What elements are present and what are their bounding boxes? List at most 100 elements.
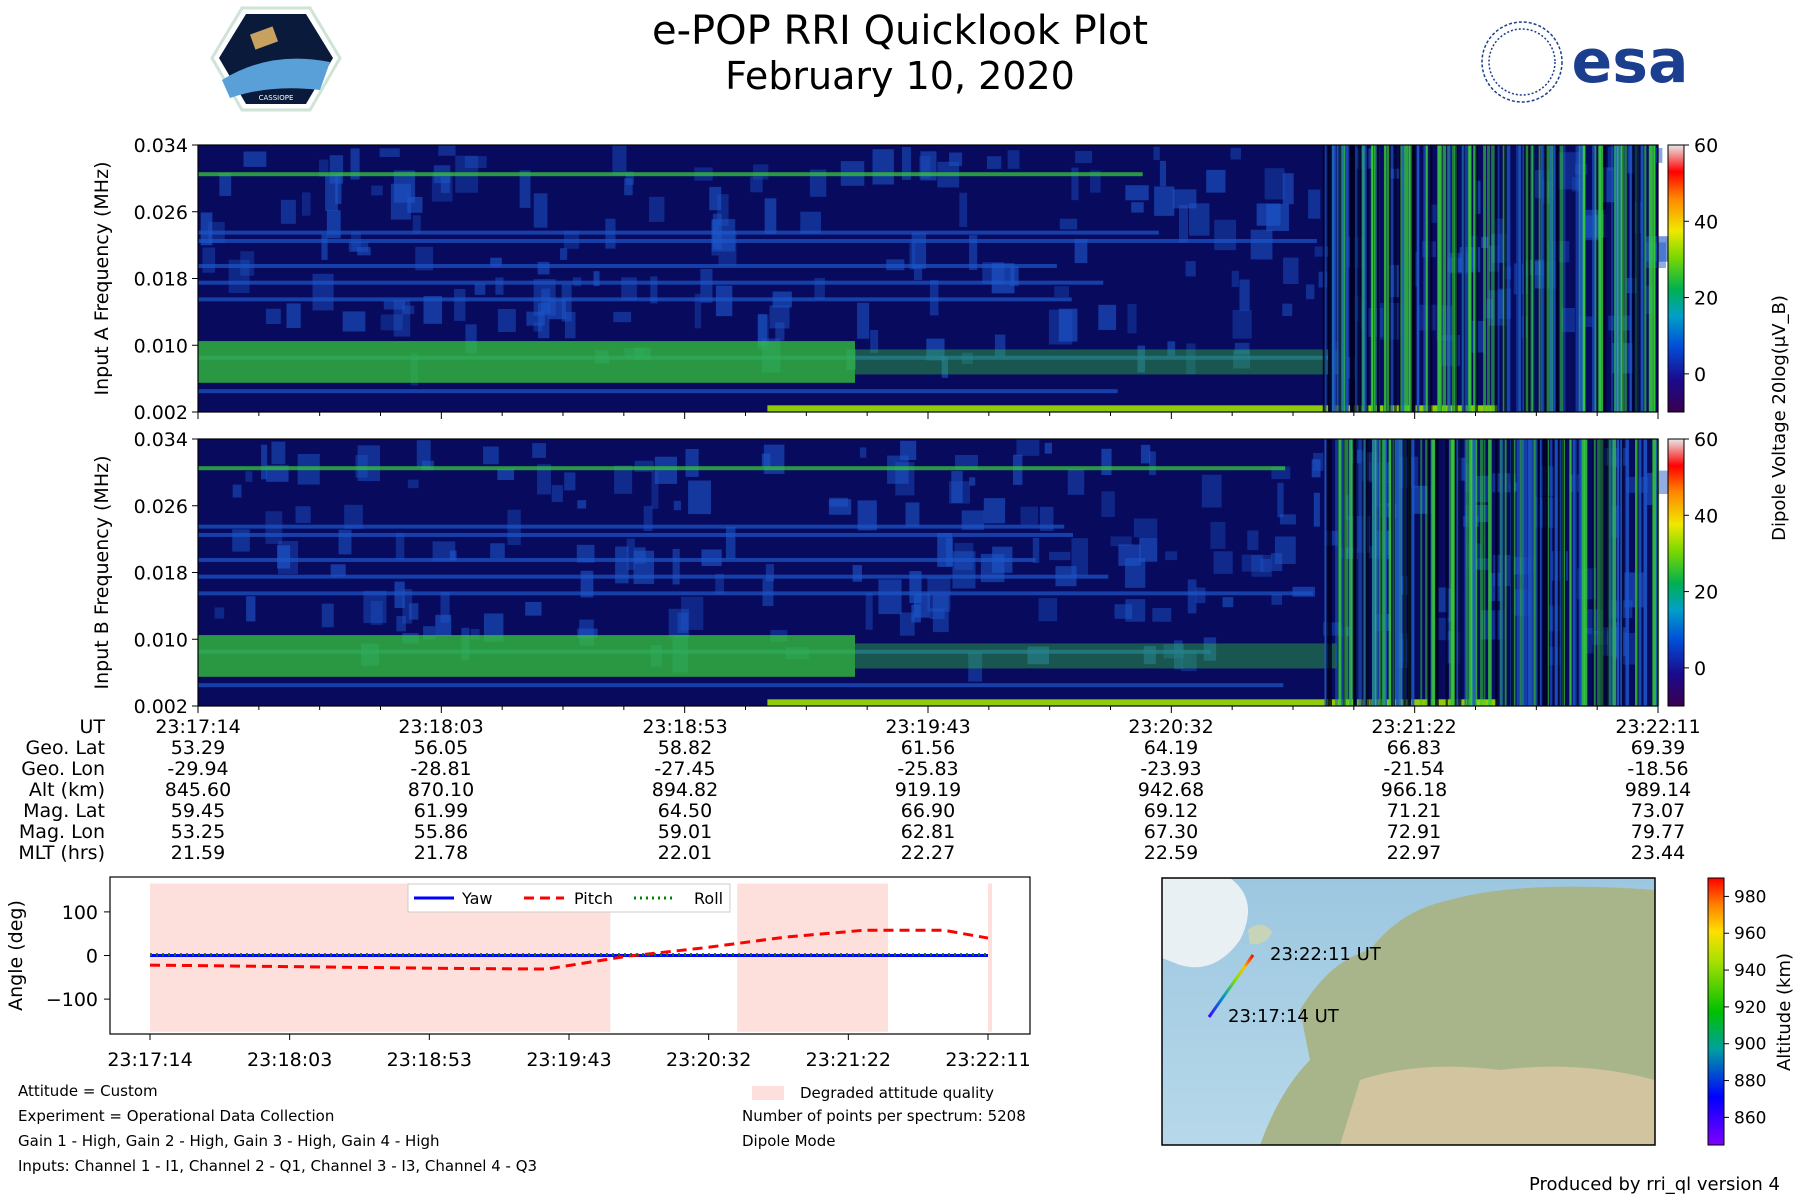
noise-patch: [852, 565, 862, 582]
ephemeris-cell: 894.82: [652, 779, 718, 801]
noise-patch: [1101, 491, 1115, 517]
noise-patch: [1154, 186, 1175, 216]
noise-patch: [1239, 279, 1250, 311]
vertical-stripe: [1425, 439, 1430, 706]
ytick-label: 0.010: [134, 629, 188, 651]
vertical-stripe: [1581, 439, 1586, 706]
ephemeris-row-label: Mag. Lat: [23, 800, 105, 822]
altitude-tick-label: 860: [1734, 1108, 1766, 1128]
noise-patch: [265, 308, 281, 325]
noise-patch: [1125, 599, 1146, 622]
noise-patch: [1067, 468, 1085, 495]
vertical-stripe: [1527, 145, 1531, 412]
ephemeris-cell: 61.56: [901, 737, 955, 759]
noise-patch: [814, 277, 825, 300]
vertical-stripe: [1449, 439, 1453, 706]
noise-patch: [650, 276, 658, 304]
noise-patch: [348, 241, 369, 252]
vertical-stripe: [1488, 439, 1492, 706]
noise-patch: [775, 322, 785, 341]
vertical-stripe: [1599, 145, 1604, 412]
noise-patch: [395, 532, 405, 560]
noise-patch: [685, 448, 699, 477]
noise-patch: [1181, 650, 1197, 672]
noise-patch: [357, 445, 381, 482]
vertical-stripe: [1373, 145, 1376, 412]
ephemeris-cell: 53.25: [171, 821, 225, 843]
vertical-stripe: [1469, 439, 1473, 706]
ephemeris-row-label: UT: [79, 716, 105, 738]
vertical-stripe: [1545, 439, 1548, 706]
ephemeris-cell: 23:17:14: [155, 716, 240, 738]
vertical-stripe: [1456, 439, 1459, 706]
vertical-stripe: [1322, 145, 1325, 412]
vertical-stripe: [1398, 439, 1401, 706]
vertical-stripe: [1338, 145, 1342, 412]
ephemeris-cell: -28.81: [410, 758, 471, 780]
esa-logo: esa: [1481, 21, 1688, 103]
vertical-stripe: [1468, 145, 1471, 412]
vertical-stripe: [1593, 439, 1596, 706]
noise-patch: [1048, 551, 1071, 561]
vertical-stripe: [1472, 439, 1476, 706]
noise-patch: [474, 283, 486, 295]
colorbar-input-b: 60 40 20 0: [1667, 429, 1718, 707]
vertical-stripe: [1372, 439, 1376, 706]
noise-patch: [1201, 474, 1222, 508]
vertical-stripe: [1344, 439, 1349, 706]
colorbar-label: Dipole Voltage 20log(μV_B): [1769, 295, 1790, 541]
noise-patch: [431, 173, 453, 202]
vertical-stripe: [1394, 145, 1397, 412]
ephemeris-cell: 23:20:32: [1128, 716, 1213, 738]
noise-patch: [709, 186, 722, 211]
noise-patch: [948, 481, 970, 504]
ephemeris-cell: 919.19: [895, 779, 961, 801]
noise-patch: [497, 468, 515, 481]
ephemeris-cell: 23:22:11: [1615, 716, 1700, 738]
ephemeris-cell: 21.59: [171, 842, 225, 864]
noise-patch: [519, 170, 531, 208]
noise-patch: [277, 545, 291, 569]
vertical-stripe: [1617, 439, 1620, 706]
noise-patch: [986, 156, 1002, 169]
noise-patch: [330, 564, 346, 577]
noise-patch: [525, 601, 542, 616]
noise-patch: [1203, 637, 1217, 661]
vertical-stripe: [1352, 145, 1357, 412]
noise-patch: [1282, 303, 1293, 317]
colorbar-fill: [1667, 144, 1685, 413]
vertical-stripe: [1516, 439, 1521, 706]
band-0.0155: [198, 297, 1072, 302]
colorbar-tick-label: 40: [1694, 505, 1718, 527]
noise-patch: [228, 259, 250, 294]
noise-patch: [1313, 452, 1324, 471]
vertical-stripe: [1401, 145, 1406, 412]
vertical-stripe: [1502, 439, 1505, 706]
noise-patch: [983, 498, 1006, 524]
noise-patch: [1582, 627, 1595, 654]
noise-patch: [1074, 238, 1088, 264]
noise-patch: [370, 600, 383, 625]
vertical-stripe: [1554, 439, 1558, 706]
noise-patch: [440, 176, 450, 193]
noise-patch: [1059, 218, 1078, 230]
vertical-stripe: [1381, 439, 1386, 706]
ephemeris-cell: 64.50: [658, 800, 712, 822]
colorbar-tick-label: 0: [1694, 364, 1706, 386]
noise-patch: [1277, 482, 1284, 518]
noise-patch: [725, 526, 736, 559]
info-attitude: Attitude = Custom: [18, 1082, 158, 1100]
noise-patch: [688, 480, 712, 515]
noise-patch: [564, 472, 576, 491]
ephemeris-cell: 56.05: [414, 737, 468, 759]
altitude-tick-label: 920: [1734, 998, 1766, 1018]
orbit-map: 23:22:11 UT 23:17:14 UT 980 960 940 920 900 8…: [1161, 877, 1795, 1146]
noise-patch: [1165, 551, 1178, 561]
ylabel: Input B Frequency (MHz): [91, 456, 113, 690]
ephemeris-cell: -29.94: [167, 758, 228, 780]
ephemeris-cell: 71.21: [1387, 800, 1441, 822]
vertical-stripe: [1535, 439, 1538, 706]
ephemeris-cell: -21.54: [1383, 758, 1444, 780]
noise-patch: [240, 251, 255, 276]
vertical-stripe: [1495, 439, 1498, 706]
